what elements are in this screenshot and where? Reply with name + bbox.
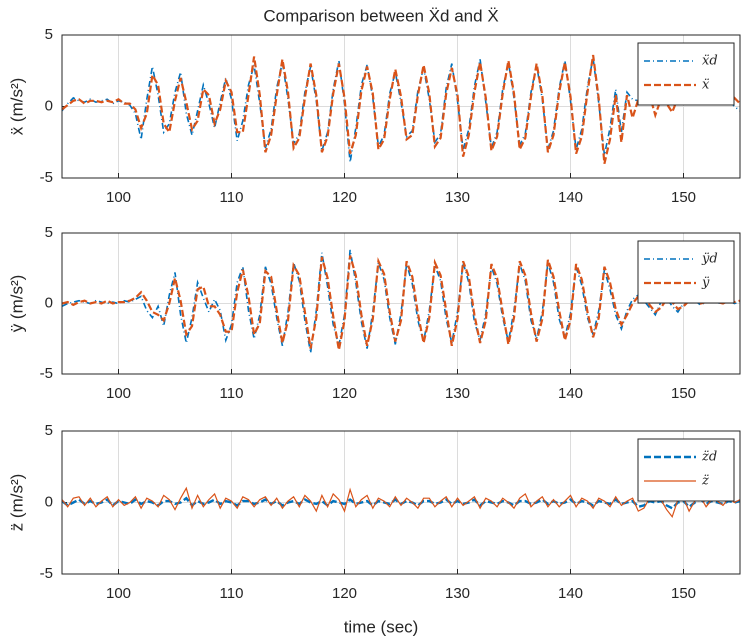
legend-label: z̈d xyxy=(701,450,717,465)
axes-box xyxy=(61,430,741,575)
x-tick-label: 130 xyxy=(445,385,470,402)
data-line xyxy=(62,255,740,351)
data-line xyxy=(62,486,740,519)
y-tick-label: -5 xyxy=(40,365,53,382)
y-tick-label: -5 xyxy=(40,169,53,186)
y-tick-label: 0 xyxy=(45,97,53,114)
x-tick-label: 140 xyxy=(558,385,583,402)
x-tick-label: 150 xyxy=(671,385,696,402)
y-tick-label: 5 xyxy=(45,224,53,241)
x-tick-label: 120 xyxy=(332,385,357,402)
x-tick-label: 100 xyxy=(106,385,131,402)
legend-box xyxy=(637,438,735,502)
y-tick-label: -5 xyxy=(40,565,53,582)
y-tick-label: 0 xyxy=(45,294,53,311)
x-tick-label: 120 xyxy=(332,189,357,206)
y-axis-label: z̈ (m/s²) xyxy=(7,474,26,532)
x-tick-label: 140 xyxy=(558,189,583,206)
legend-box xyxy=(637,240,735,304)
x-tick-label: 110 xyxy=(220,585,244,602)
y-tick-label: 5 xyxy=(45,422,53,439)
x-tick-label: 130 xyxy=(445,585,470,602)
y-axis-label: ẍ (m/s²) xyxy=(7,78,26,136)
x-tick-label: 110 xyxy=(220,189,244,206)
legend-label: ÿd xyxy=(701,252,718,267)
axes-box xyxy=(61,34,741,179)
y-axis-label: ÿ (m/s²) xyxy=(7,275,26,333)
legend-label: ÿ xyxy=(701,276,710,291)
legend-label: ẍd xyxy=(702,54,718,69)
x-tick-label: 150 xyxy=(671,585,696,602)
x-tick-label: 100 xyxy=(106,585,131,602)
x-tick-label: 120 xyxy=(332,585,357,602)
data-line xyxy=(62,54,740,164)
legend-label: z̈ xyxy=(701,474,709,489)
x-tick-label: 110 xyxy=(220,385,244,402)
legend-box xyxy=(637,42,735,106)
y-tick-label: 0 xyxy=(45,493,53,510)
y-tick-label: 5 xyxy=(45,26,53,43)
x-tick-label: 130 xyxy=(445,189,470,206)
x-axis-label: time (sec) xyxy=(344,617,419,636)
x-tick-label: 150 xyxy=(671,189,696,206)
x-tick-label: 140 xyxy=(558,585,583,602)
axes-box xyxy=(61,232,741,375)
legend-label: ẍ xyxy=(702,78,710,93)
data-line xyxy=(62,496,740,510)
chart-title: Comparison between Ẍd and Ẍ xyxy=(263,6,498,25)
data-line xyxy=(62,249,740,354)
x-tick-label: 100 xyxy=(106,189,131,206)
